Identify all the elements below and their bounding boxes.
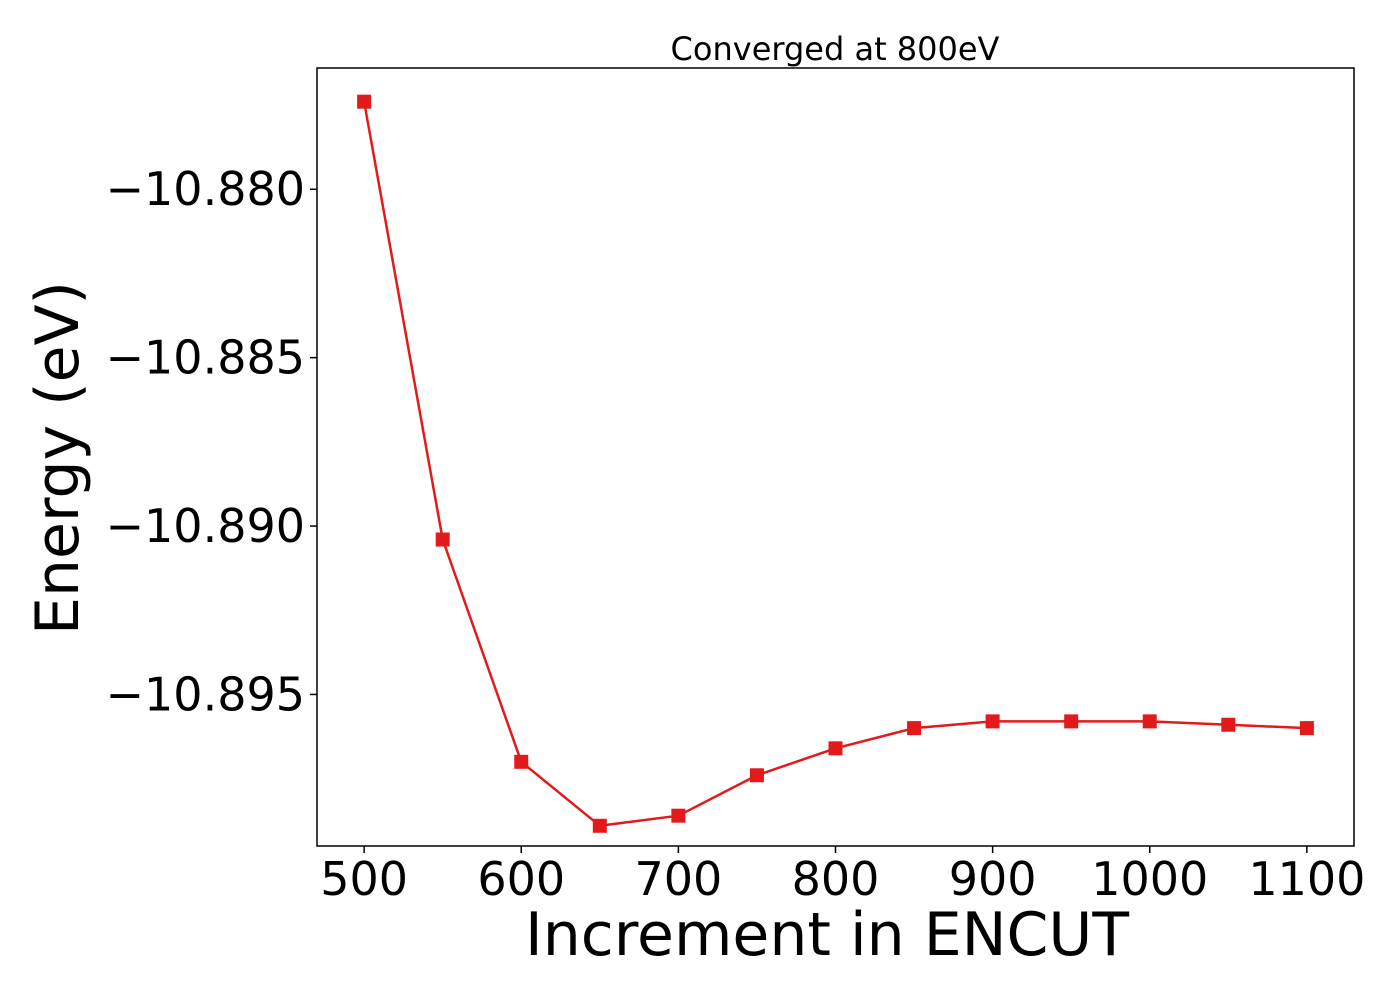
series-line <box>362 101 1307 828</box>
data-point <box>749 768 764 783</box>
data-point <box>592 818 607 833</box>
x-tick-label: 800 <box>792 852 880 906</box>
x-axis: 500 600 700 800 900 1000 1100 <box>320 846 1365 906</box>
y-tick-label: −10.890 <box>106 499 306 553</box>
data-point <box>1064 714 1079 729</box>
plot-frame <box>316 67 1355 847</box>
x-tick-label: 500 <box>320 852 408 906</box>
data-point <box>1142 714 1157 729</box>
x-tick-label: 700 <box>634 852 722 906</box>
data-point <box>907 721 922 736</box>
x-tick-label: 600 <box>477 852 565 906</box>
data-point <box>435 532 450 547</box>
y-axis: −10.880 −10.885 −10.890 −10.895 <box>106 162 317 721</box>
data-point <box>671 808 686 823</box>
data-point <box>1221 717 1236 732</box>
y-tick-label: −10.885 <box>106 331 306 385</box>
data-point <box>514 754 529 769</box>
data-point <box>1299 721 1314 736</box>
y-tick-label: −10.895 <box>106 667 306 721</box>
x-tick-label: 1000 <box>1091 852 1208 906</box>
chart-title: Converged at 800eV <box>671 30 1000 68</box>
x-axis-label: Increment in ENCUT <box>525 900 1129 970</box>
data-point <box>985 714 1000 729</box>
data-point <box>828 741 843 756</box>
y-tick-label: −10.880 <box>106 162 306 216</box>
x-tick-label: 900 <box>949 852 1037 906</box>
x-tick-label: 1100 <box>1248 852 1365 906</box>
y-axis-label: Energy (eV) <box>23 281 93 635</box>
plot-area <box>357 94 1314 833</box>
data-point <box>357 94 372 109</box>
